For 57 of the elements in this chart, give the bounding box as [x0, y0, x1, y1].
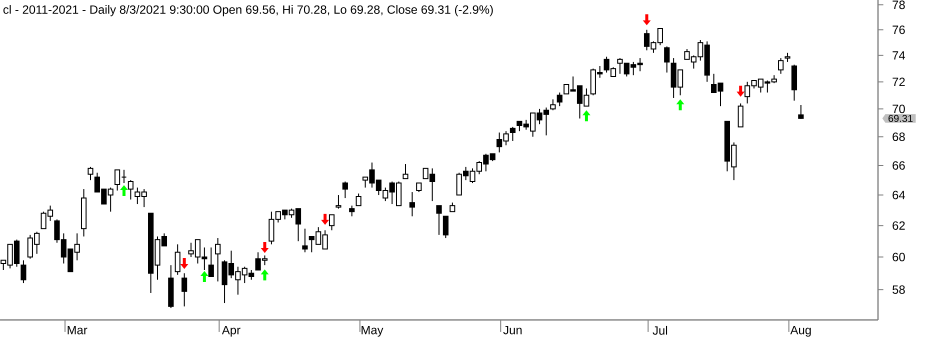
- y-tick-label: 70: [892, 104, 905, 114]
- candlestick: [302, 228, 308, 253]
- candlestick: [738, 102, 744, 128]
- x-tick-label: Jun: [503, 326, 522, 334]
- candlestick: [450, 202, 456, 212]
- y-tick-label: 58: [892, 285, 905, 294]
- point: [120, 185, 128, 196]
- point: [582, 110, 590, 122]
- candlestick: [128, 180, 134, 200]
- candlestick: [182, 272, 188, 307]
- candlestick: [88, 166, 94, 181]
- candlestick: [664, 46, 670, 74]
- point: [260, 242, 269, 254]
- candlestick: [402, 164, 408, 180]
- candlestick: [349, 205, 355, 217]
- chart-title: cl - 2011-2021 - Daily 8/3/2021 9:30:00 Open 69.56, Hi 70.28, Lo 69.28, Close 69.31 (-2.9%): [3, 5, 493, 16]
- point: [260, 269, 269, 280]
- x-tick-label: Aug: [790, 326, 811, 337]
- x-tick-label: Jul: [652, 326, 668, 335]
- candlestick: [798, 104, 804, 120]
- y-tick-label: 78: [892, 0, 905, 10]
- candlestick: [356, 193, 362, 206]
- x-tick-label: May: [362, 326, 384, 337]
- candlestick: [328, 214, 335, 231]
- candlestick: [342, 181, 348, 199]
- candlestick: [20, 260, 26, 284]
- candlestick: [791, 64, 798, 102]
- y-tick-label: 68: [892, 132, 905, 142]
- point: [676, 99, 684, 110]
- candlestick: [416, 182, 422, 193]
- text: 69.31: [888, 114, 913, 122]
- candlestick: [550, 98, 556, 111]
- point: [180, 258, 188, 270]
- candlestick: [174, 244, 180, 276]
- candlestick: [336, 194, 342, 210]
- candlestick: [436, 205, 442, 236]
- candlestick: [510, 126, 516, 142]
- point: [736, 86, 745, 97]
- y-tick-label: 60: [892, 252, 905, 262]
- candlestick: [215, 238, 221, 282]
- y-tick-label: 64: [892, 190, 906, 200]
- candlestick: [409, 192, 415, 217]
- candlestick: [778, 58, 784, 74]
- candlestick: [442, 216, 449, 239]
- y-tick-label: 66: [892, 161, 905, 170]
- x-tick-label: Apr: [222, 326, 240, 337]
- candlestick: [784, 52, 790, 62]
- point: [200, 270, 208, 282]
- y-tick-label: 76: [892, 26, 905, 34]
- candlestick: [208, 246, 214, 277]
- y-tick-label: 62: [892, 221, 905, 230]
- candlestick: [556, 92, 562, 107]
- x-tick-label: Mar: [68, 326, 88, 334]
- point: [642, 14, 651, 26]
- y-tick-label: 72: [892, 78, 905, 86]
- y-tick-label: 74: [892, 51, 906, 60]
- point: [321, 214, 330, 225]
